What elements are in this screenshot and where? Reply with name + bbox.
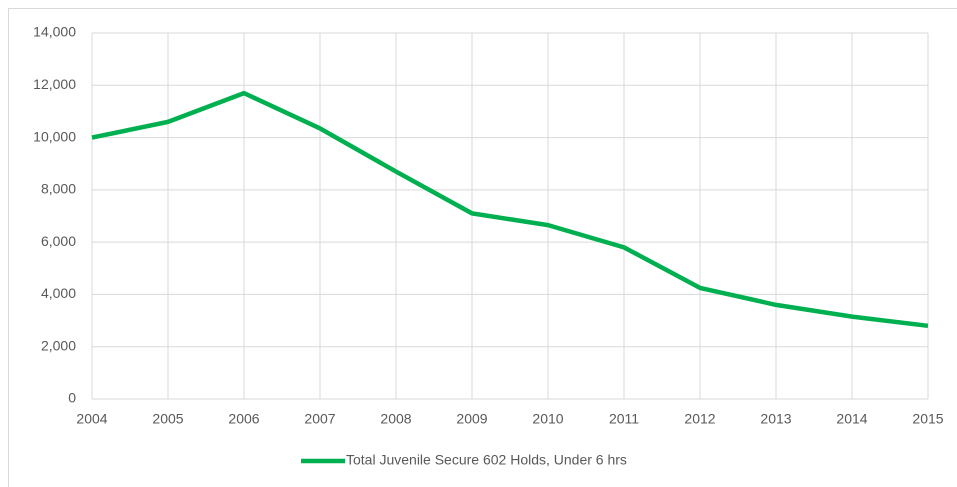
x-tick-label: 2015 (912, 411, 943, 427)
x-tick-label: 2011 (609, 411, 639, 427)
y-tick-label: 0 (68, 390, 76, 406)
legend-label: Total Juvenile Secure 602 Holds, Under 6… (346, 452, 627, 468)
chart-border (8, 8, 957, 487)
data-line (91, 90, 929, 329)
x-tick-label: 2009 (456, 411, 487, 427)
x-tick-label: 2006 (228, 411, 259, 427)
x-tick-label: 2005 (152, 411, 183, 427)
y-tick-label: 4,000 (41, 285, 76, 301)
y-tick-label: 10,000 (33, 128, 76, 144)
x-tick-label: 2004 (76, 411, 107, 427)
y-tick-label: 12,000 (33, 76, 76, 92)
x-tick-label: 2013 (760, 411, 791, 427)
y-tick-label: 6,000 (41, 233, 76, 249)
x-tick-label: 2008 (380, 411, 411, 427)
x-tick-label: 2012 (684, 411, 715, 427)
y-tick-label: 8,000 (41, 181, 76, 197)
y-tick-label: 14,000 (33, 24, 76, 40)
x-tick-label: 2007 (304, 411, 335, 427)
x-tick-label: 2010 (532, 411, 563, 427)
x-tick-label: 2014 (836, 411, 867, 427)
y-tick-label: 2,000 (41, 337, 76, 353)
